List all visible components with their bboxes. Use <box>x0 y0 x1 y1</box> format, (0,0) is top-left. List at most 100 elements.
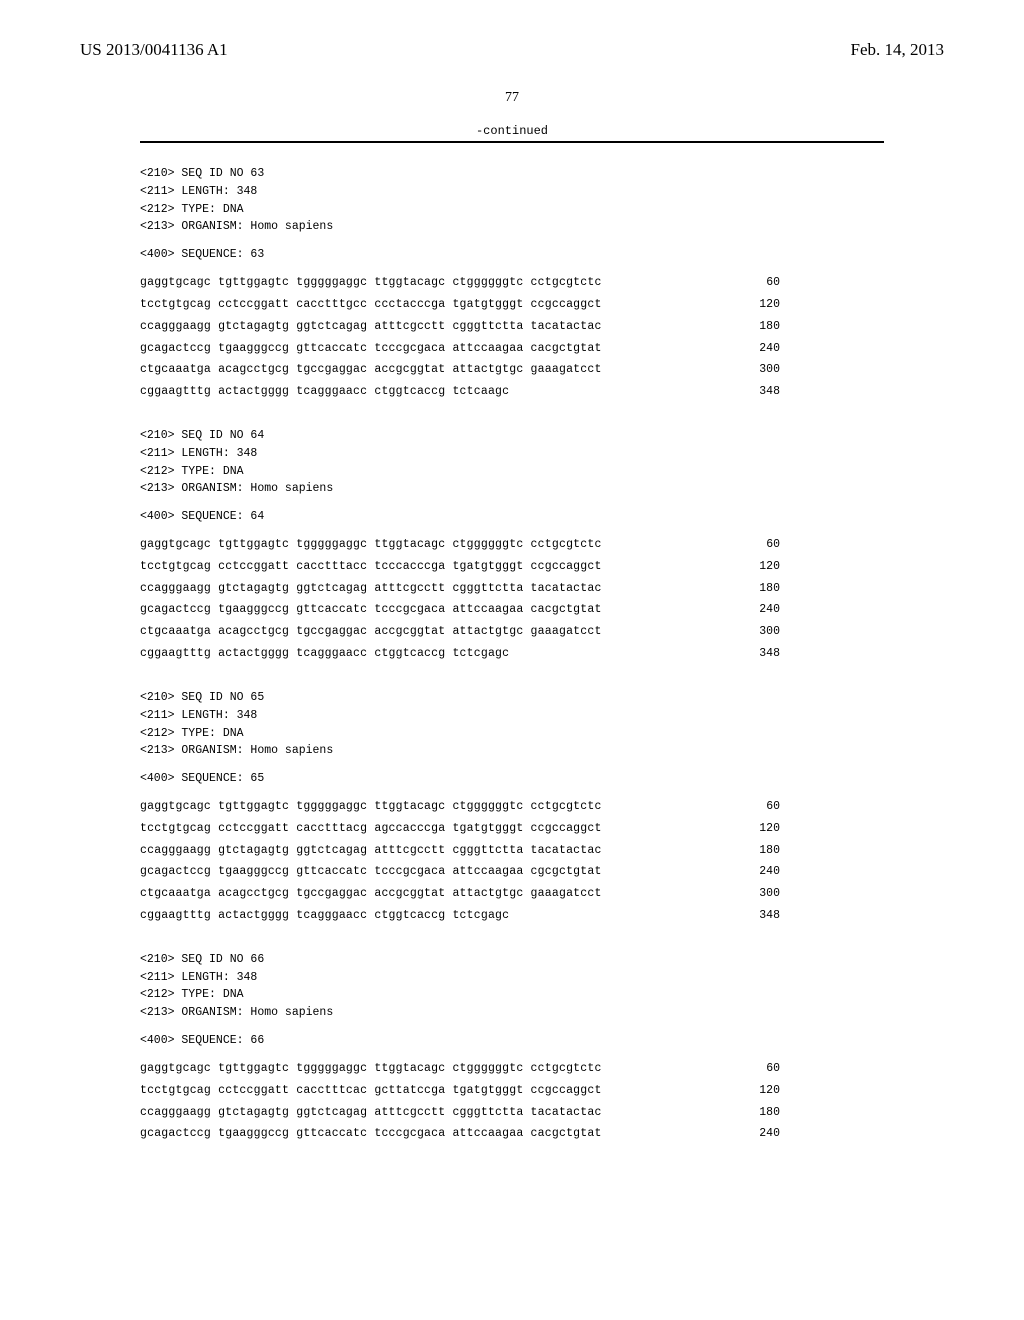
sequence-text: gaggtgcagc tgttggagtc tgggggaggc ttggtac… <box>140 1060 602 1078</box>
meta-line: <210> SEQ ID NO 63 <box>140 165 884 183</box>
meta-line: <212> TYPE: DNA <box>140 201 884 219</box>
sequence-lines: gaggtgcagc tgttggagtc tgggggaggc ttggtac… <box>140 536 884 667</box>
meta-line: <211> LENGTH: 348 <box>140 445 884 463</box>
sequence-pos: 300 <box>742 623 780 641</box>
sequence-text: gcagactccg tgaagggccg gttcaccatc tcccgcg… <box>140 1125 602 1143</box>
sequence-head: <400> SEQUENCE: 66 <box>140 1032 884 1050</box>
page: US 2013/0041136 A1 Feb. 14, 2013 77 -con… <box>0 0 1024 1320</box>
row-spacer <box>140 925 884 929</box>
sequence-head: <400> SEQUENCE: 64 <box>140 508 884 526</box>
sequence-row: gaggtgcagc tgttggagtc tgggggaggc ttggtac… <box>140 798 780 816</box>
sequence-text: tcctgtgcag cctccggatt cacctttacc tcccacc… <box>140 558 602 576</box>
sequence-pos: 60 <box>742 274 780 292</box>
meta-line: <212> TYPE: DNA <box>140 725 884 743</box>
sequence-row: cggaagtttg actactgggg tcagggaacc ctggtca… <box>140 383 780 401</box>
sequence-pos: 300 <box>742 885 780 903</box>
sequence-meta: <210> SEQ ID NO 64<211> LENGTH: 348<212>… <box>140 427 884 498</box>
sequence-text: ccagggaagg gtctagagtg ggtctcagag atttcgc… <box>140 580 602 598</box>
sequence-pos: 300 <box>742 361 780 379</box>
sequence-pos: 240 <box>742 863 780 881</box>
sequence-row: gcagactccg tgaagggccg gttcaccatc tcccgcg… <box>140 601 780 619</box>
divider <box>140 141 884 143</box>
meta-line: <213> ORGANISM: Homo sapiens <box>140 1004 884 1022</box>
sequence-row: tcctgtgcag cctccggatt cacctttgcc ccctacc… <box>140 296 780 314</box>
meta-line: <212> TYPE: DNA <box>140 986 884 1004</box>
sequence-pos: 120 <box>742 296 780 314</box>
sequence-row: ctgcaaatga acagcctgcg tgccgaggac accgcgg… <box>140 361 780 379</box>
pub-date: Feb. 14, 2013 <box>851 40 945 60</box>
sequence-pos: 348 <box>742 645 780 663</box>
sequence-pos: 120 <box>742 1082 780 1100</box>
sequence-head: <400> SEQUENCE: 63 <box>140 246 884 264</box>
row-spacer <box>140 663 884 667</box>
sequence-row: gcagactccg tgaagggccg gttcaccatc tcccgcg… <box>140 863 780 881</box>
sequence-pos: 180 <box>742 580 780 598</box>
sequence-row: ctgcaaatga acagcctgcg tgccgaggac accgcgg… <box>140 623 780 641</box>
meta-line: <211> LENGTH: 348 <box>140 969 884 987</box>
sequence-lines: gaggtgcagc tgttggagtc tgggggaggc ttggtac… <box>140 798 884 929</box>
sequence-meta: <210> SEQ ID NO 63<211> LENGTH: 348<212>… <box>140 165 884 236</box>
sequence-row: ccagggaagg gtctagagtg ggtctcagag atttcgc… <box>140 842 780 860</box>
sequence-pos: 240 <box>742 1125 780 1143</box>
sequence-row: gcagactccg tgaagggccg gttcaccatc tcccgcg… <box>140 1125 780 1143</box>
meta-line: <210> SEQ ID NO 64 <box>140 427 884 445</box>
sequence-row: cggaagtttg actactgggg tcagggaacc ctggtca… <box>140 907 780 925</box>
sequence-row: ccagggaagg gtctagagtg ggtctcagag atttcgc… <box>140 580 780 598</box>
sequence-text: gcagactccg tgaagggccg gttcaccatc tcccgcg… <box>140 863 602 881</box>
sequence-text: ctgcaaatga acagcctgcg tgccgaggac accgcgg… <box>140 361 602 379</box>
meta-line: <213> ORGANISM: Homo sapiens <box>140 480 884 498</box>
sequence-pos: 240 <box>742 601 780 619</box>
sequence-row: gcagactccg tgaagggccg gttcaccatc tcccgcg… <box>140 340 780 358</box>
continued-label: -continued <box>140 124 884 141</box>
sequence-text: cggaagtttg actactgggg tcagggaacc ctggtca… <box>140 645 509 663</box>
sequence-meta: <210> SEQ ID NO 66<211> LENGTH: 348<212>… <box>140 951 884 1022</box>
sequence-row: gaggtgcagc tgttggagtc tgggggaggc ttggtac… <box>140 536 780 554</box>
meta-line: <213> ORGANISM: Homo sapiens <box>140 218 884 236</box>
sequence-text: ctgcaaatga acagcctgcg tgccgaggac accgcgg… <box>140 623 602 641</box>
sequences-container: <210> SEQ ID NO 63<211> LENGTH: 348<212>… <box>80 165 944 1147</box>
sequence-text: cggaagtttg actactgggg tcagggaacc ctggtca… <box>140 907 509 925</box>
sequence-pos: 60 <box>742 1060 780 1078</box>
sequence-pos: 348 <box>742 383 780 401</box>
sequence-row: ctgcaaatga acagcctgcg tgccgaggac accgcgg… <box>140 885 780 903</box>
sequence-text: gcagactccg tgaagggccg gttcaccatc tcccgcg… <box>140 601 602 619</box>
sequence-text: gaggtgcagc tgttggagtc tgggggaggc ttggtac… <box>140 536 602 554</box>
sequence-lines: gaggtgcagc tgttggagtc tgggggaggc ttggtac… <box>140 274 884 405</box>
meta-line: <212> TYPE: DNA <box>140 463 884 481</box>
meta-line: <211> LENGTH: 348 <box>140 707 884 725</box>
sequence-head: <400> SEQUENCE: 65 <box>140 770 884 788</box>
page-header: US 2013/0041136 A1 Feb. 14, 2013 <box>80 40 944 60</box>
sequence-text: ctgcaaatga acagcctgcg tgccgaggac accgcgg… <box>140 885 602 903</box>
sequence-text: ccagggaagg gtctagagtg ggtctcagag atttcgc… <box>140 842 602 860</box>
sequence-pos: 120 <box>742 820 780 838</box>
sequence-pos: 348 <box>742 907 780 925</box>
sequence-text: tcctgtgcag cctccggatt cacctttcac gcttatc… <box>140 1082 602 1100</box>
meta-line: <213> ORGANISM: Homo sapiens <box>140 742 884 760</box>
sequence-row: gaggtgcagc tgttggagtc tgggggaggc ttggtac… <box>140 1060 780 1078</box>
sequence-pos: 120 <box>742 558 780 576</box>
sequence-text: ccagggaagg gtctagagtg ggtctcagag atttcgc… <box>140 318 602 336</box>
sequence-text: ccagggaagg gtctagagtg ggtctcagag atttcgc… <box>140 1104 602 1122</box>
sequence-row: ccagggaagg gtctagagtg ggtctcagag atttcgc… <box>140 1104 780 1122</box>
sequence-row: cggaagtttg actactgggg tcagggaacc ctggtca… <box>140 645 780 663</box>
sequence-text: tcctgtgcag cctccggatt cacctttacg agccacc… <box>140 820 602 838</box>
sequence-row: tcctgtgcag cctccggatt cacctttacg agccacc… <box>140 820 780 838</box>
sequence-pos: 240 <box>742 340 780 358</box>
sequence-pos: 60 <box>742 798 780 816</box>
row-spacer <box>140 401 884 405</box>
sequence-lines: gaggtgcagc tgttggagtc tgggggaggc ttggtac… <box>140 1060 884 1147</box>
page-number: 77 <box>80 90 944 106</box>
sequence-text: cggaagtttg actactgggg tcagggaacc ctggtca… <box>140 383 509 401</box>
sequence-pos: 180 <box>742 1104 780 1122</box>
meta-line: <210> SEQ ID NO 66 <box>140 951 884 969</box>
meta-line: <210> SEQ ID NO 65 <box>140 689 884 707</box>
sequence-text: gcagactccg tgaagggccg gttcaccatc tcccgcg… <box>140 340 602 358</box>
row-spacer <box>140 1143 884 1147</box>
sequence-pos: 60 <box>742 536 780 554</box>
sequence-row: tcctgtgcag cctccggatt cacctttcac gcttatc… <box>140 1082 780 1100</box>
meta-line: <211> LENGTH: 348 <box>140 183 884 201</box>
sequence-row: tcctgtgcag cctccggatt cacctttacc tcccacc… <box>140 558 780 576</box>
continued-section: -continued <box>140 124 884 143</box>
sequence-pos: 180 <box>742 318 780 336</box>
sequence-pos: 180 <box>742 842 780 860</box>
